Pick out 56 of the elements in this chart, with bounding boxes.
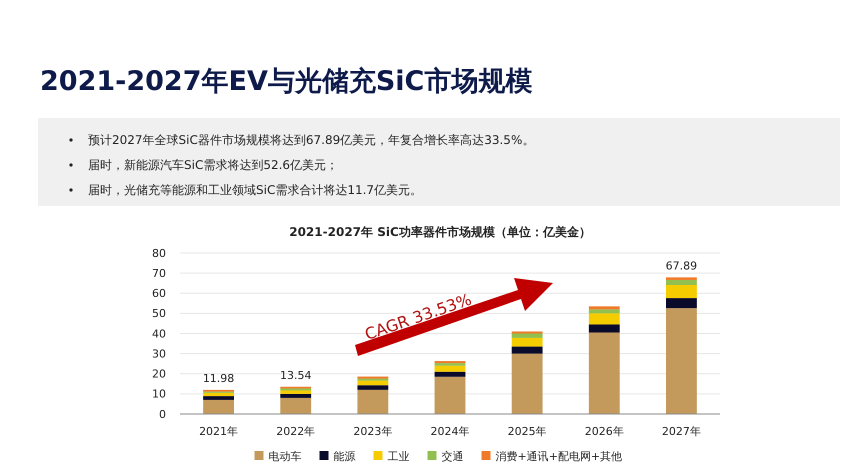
- bar: [280, 398, 312, 414]
- x-tick-label: 2021年: [199, 425, 238, 438]
- bar: [588, 306, 620, 310]
- x-tick-label: 2024年: [430, 425, 470, 438]
- x-tick-label: 2025年: [508, 425, 547, 438]
- chart-subtitle: 2021-2027年 SiC功率器件市场规模（单位：亿美金）: [289, 225, 591, 239]
- bar: [588, 324, 620, 332]
- x-tick-label: 2027年: [662, 425, 701, 438]
- bar: [357, 380, 388, 386]
- bar: [588, 313, 620, 324]
- bar: [512, 334, 543, 338]
- chart-title: 2021-2027年EV与光储充SiC市场规模: [40, 66, 532, 97]
- y-tick-label: 40: [152, 327, 166, 340]
- total-label: 67.89: [666, 259, 698, 272]
- legend-label: 电动车: [268, 450, 302, 463]
- legend-label: 能源: [334, 450, 356, 463]
- y-tick-label: 30: [152, 347, 166, 360]
- y-tick-label: 50: [152, 307, 166, 320]
- total-label: 13.54: [280, 368, 312, 382]
- y-tick-label: 70: [152, 266, 166, 280]
- legend-label: 交通: [442, 450, 464, 463]
- x-tick-label: 2022年: [276, 425, 316, 438]
- total-label: 11.98: [202, 372, 234, 385]
- bar: [434, 372, 466, 377]
- y-tick-label: 20: [152, 368, 166, 381]
- legend-label: 消费+通讯+配电网+其他: [496, 450, 622, 463]
- bar: [666, 298, 697, 308]
- bar: [280, 394, 312, 398]
- bar: [588, 332, 620, 414]
- x-tick-label: 2023年: [353, 425, 392, 438]
- y-tick-label: 80: [152, 246, 166, 260]
- x-tick-label: 2026年: [584, 425, 624, 438]
- bar: [434, 366, 466, 372]
- text: 届时，新能源汽车SiC需求将达到52.6亿美元；: [88, 158, 338, 172]
- bar: [280, 390, 312, 394]
- bar: [434, 376, 466, 414]
- bar: [512, 346, 543, 354]
- y-tick-label: 60: [152, 287, 166, 300]
- bar: [512, 338, 543, 347]
- bar: [666, 285, 697, 298]
- y-tick-label: 10: [152, 388, 166, 401]
- bar: [434, 363, 466, 366]
- bar: [357, 390, 388, 414]
- bar: [666, 308, 697, 414]
- bar: [666, 277, 697, 280]
- bar: [203, 400, 234, 414]
- bar: [357, 385, 388, 390]
- bar: [203, 396, 234, 400]
- text: 届时，光储充等能源和工业领域SiC需求合计将达11.7亿美元。: [88, 183, 422, 197]
- bar: [588, 309, 620, 314]
- legend-label: 工业: [388, 450, 410, 463]
- y-tick-label: 0: [159, 408, 166, 421]
- text: 预计2027年全球SiC器件市场规模将达到67.89亿美元，年复合增长率高达33.5%。: [88, 133, 534, 147]
- bar: [512, 354, 543, 414]
- bar: [666, 280, 697, 285]
- bar: [203, 392, 234, 396]
